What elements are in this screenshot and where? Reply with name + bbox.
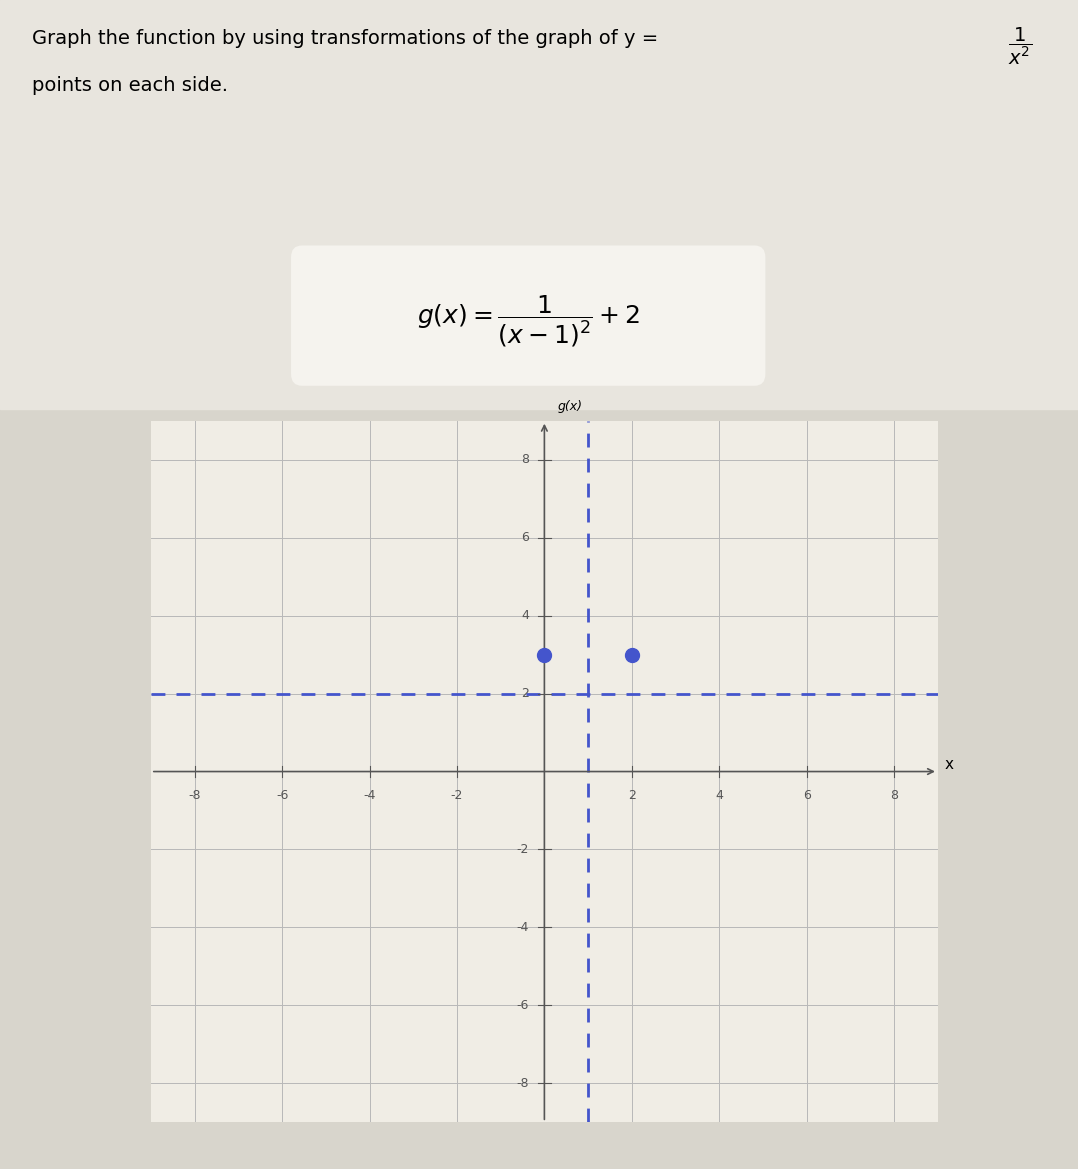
Text: 4: 4 — [522, 609, 529, 622]
Text: -2: -2 — [451, 789, 464, 802]
Text: -8: -8 — [189, 789, 201, 802]
Point — [623, 645, 640, 664]
Text: g(x): g(x) — [557, 400, 582, 413]
Text: 4: 4 — [716, 789, 723, 802]
Text: -4: -4 — [516, 921, 529, 934]
Text: $g(x) = \dfrac{1}{(x-1)^2} + 2$: $g(x) = \dfrac{1}{(x-1)^2} + 2$ — [416, 293, 640, 350]
Text: 2: 2 — [522, 687, 529, 700]
Text: $\dfrac{1}{x^2}$: $\dfrac{1}{x^2}$ — [1008, 26, 1032, 68]
Text: -4: -4 — [363, 789, 376, 802]
Text: -2: -2 — [516, 843, 529, 856]
Text: Graph the function by using transformations of the graph of y =: Graph the function by using transformati… — [32, 29, 659, 48]
Text: 2: 2 — [627, 789, 636, 802]
Text: -6: -6 — [516, 998, 529, 1012]
Text: points on each side.: points on each side. — [32, 76, 229, 95]
Text: 6: 6 — [522, 531, 529, 545]
Point — [536, 645, 553, 664]
Text: x: x — [944, 758, 953, 772]
Text: 8: 8 — [890, 789, 898, 802]
Text: -6: -6 — [276, 789, 288, 802]
Text: -8: -8 — [516, 1077, 529, 1090]
Text: 6: 6 — [803, 789, 811, 802]
Text: 8: 8 — [521, 454, 529, 466]
